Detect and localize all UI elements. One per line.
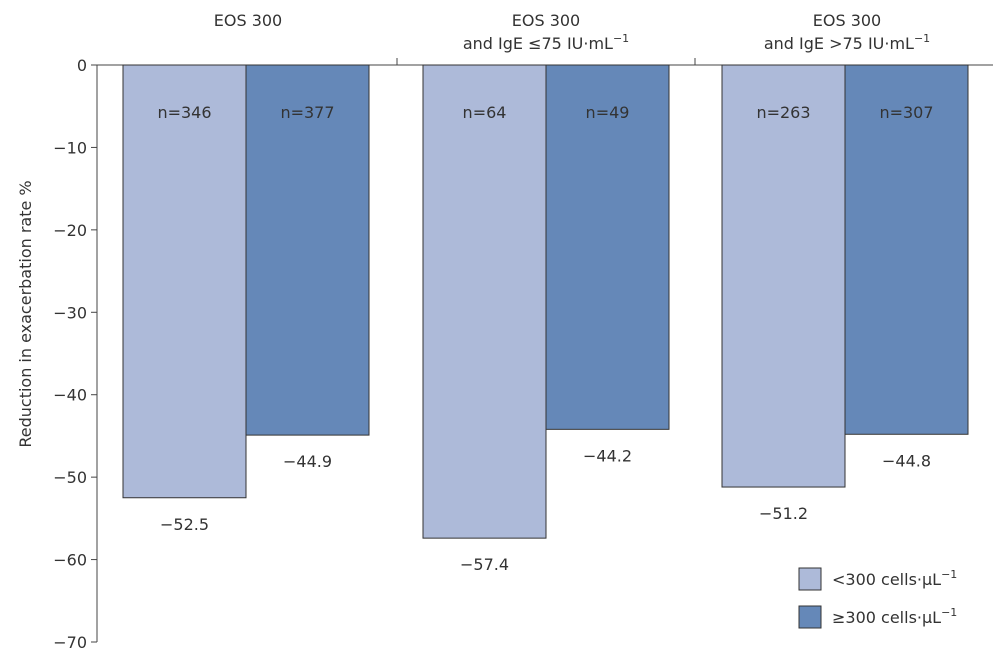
n-label: n=64 [463,103,507,122]
bar-low-eos-group-1 [122,64,247,499]
y-axis-label: Reduction in exacerbation rate % [16,180,35,447]
axes: 0 −10 −20 −30 −40 −50 −60 −70 [53,56,993,651]
value-label: −44.2 [583,446,632,465]
y-tick-label: −10 [53,138,87,157]
bar-low-eos-group-2 [422,64,547,539]
y-tick-label: −20 [53,221,87,240]
category-label-line1: EOS 300 [813,11,881,30]
category-label-line2: and IgE ≤75 IU·mL−1 [463,32,629,53]
y-tick-label: −30 [53,303,87,322]
y-tick-label: 0 [77,56,87,75]
y-tick-label: −40 [53,386,87,405]
n-label: n=307 [879,103,933,122]
legend-swatch [798,567,822,591]
n-label: n=377 [280,103,334,122]
bar-high-eos-group-3 [844,64,969,435]
legend-label: ≥300 cells·µL−1 [832,606,957,627]
y-tick-label: −60 [53,551,87,570]
n-label: n=49 [586,103,630,122]
bar-high-eos-group-1 [245,64,370,436]
legend-swatch [798,605,822,629]
n-label: n=346 [157,103,211,122]
value-label: −57.4 [460,555,509,574]
legend-label: <300 cells·µL−1 [832,568,957,589]
n-label: n=263 [756,103,810,122]
value-label: −51.2 [759,504,808,523]
category-label-line1: EOS 300 [214,11,282,30]
value-label: −52.5 [160,515,209,534]
y-tick-label: −70 [53,633,87,651]
legend: <300 cells·µL−1 ≥300 cells·µL−1 [798,567,957,629]
value-label: −44.8 [882,451,931,470]
value-label: −44.9 [283,452,332,471]
bars [122,64,969,539]
bar-high-eos-group-2 [545,64,670,430]
category-label-line2: and IgE >75 IU·mL−1 [764,32,930,53]
labels: Reduction in exacerbation rate % n=346 −52… [16,11,934,574]
bar-low-eos-group-3 [721,64,846,488]
y-tick-label: −50 [53,468,87,487]
category-label-line1: EOS 300 [512,11,580,30]
